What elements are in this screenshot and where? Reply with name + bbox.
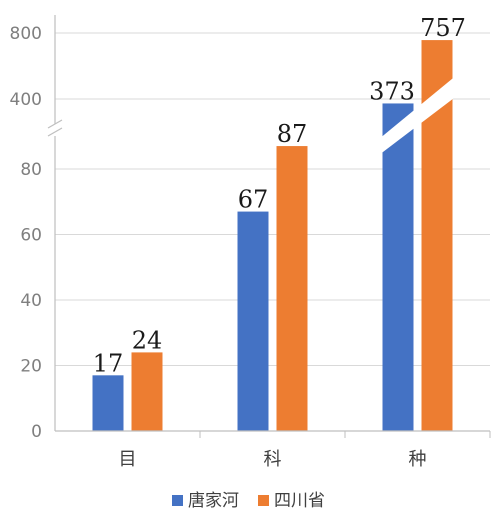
gridlines — [55, 32, 490, 366]
bar-series1-1 — [237, 211, 269, 431]
y-tick-label-80: 80 — [20, 160, 42, 180]
x-tick-label-2: 种 — [409, 449, 427, 470]
y-tick-label-0: 0 — [31, 422, 42, 442]
bars — [92, 40, 458, 431]
data-label-series1-0: 17 — [93, 349, 124, 377]
y-tick-label-400: 400 — [10, 90, 42, 110]
data-label-series2-1: 87 — [277, 120, 308, 148]
data-label-series1-2: 373 — [369, 77, 415, 105]
data-labels: 17 24 67 87 373 757 — [93, 14, 466, 377]
y-tick-label-800: 800 — [10, 24, 42, 44]
data-label-series1-1: 67 — [238, 186, 269, 214]
x-tick-label-1: 科 — [264, 449, 282, 470]
legend-swatch-1 — [258, 495, 269, 506]
legend-label-1: 四川省 — [274, 491, 325, 511]
y-tick-label-20: 20 — [20, 357, 42, 377]
bar-series2-0 — [131, 352, 163, 431]
legend: 唐家河 四川省 — [172, 490, 325, 511]
legend-swatch-0 — [172, 495, 183, 506]
bar-series2-1 — [276, 146, 308, 431]
y-tick-label-60: 60 — [20, 226, 42, 246]
bar-series1-0 — [92, 375, 124, 431]
axis-break-mark-lower — [47, 127, 63, 137]
y-tick-label-40: 40 — [20, 291, 42, 311]
bar-series1-2 — [382, 103, 414, 431]
x-tick-label-0: 目 — [119, 449, 137, 470]
axis-break-mark-upper — [47, 119, 63, 129]
axes: 0 20 40 60 80 400 800 目 科 种 — [10, 15, 491, 470]
axis-break-gap — [47, 124, 63, 136]
data-label-series2-0: 24 — [132, 326, 163, 354]
bar-break-stripe — [379, 74, 458, 155]
data-label-series2-2: 757 — [420, 14, 466, 42]
legend-label-0: 唐家河 — [188, 490, 239, 511]
